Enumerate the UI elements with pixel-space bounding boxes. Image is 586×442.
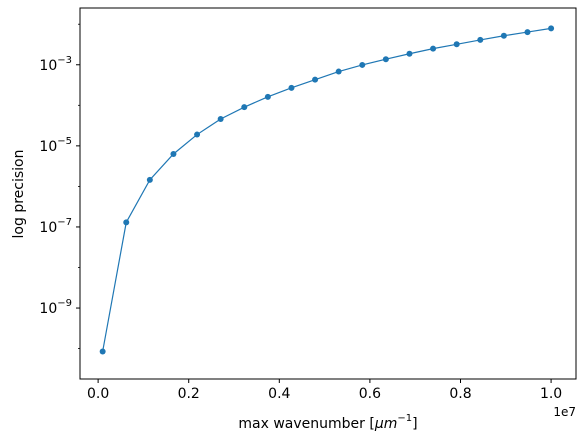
data-point — [146, 176, 153, 183]
x-tick-label: 0.2 — [178, 386, 200, 402]
y-tick-label: 10−5 — [39, 136, 72, 155]
x-tick-label: 0.8 — [449, 386, 471, 402]
data-point — [123, 219, 130, 226]
data-point — [477, 36, 484, 43]
data-point — [430, 45, 437, 52]
x-axis-ticks: 0.0 0.2 0.4 0.6 0.8 1.0 — [87, 379, 562, 402]
x-tick-label: 0.0 — [87, 386, 109, 402]
data-point — [524, 29, 531, 36]
plot-frame — [79, 7, 577, 380]
y-axis-ticks: 10−9 10−7 10−5 10−3 — [39, 23, 80, 349]
data-point — [359, 61, 366, 68]
data-point — [382, 56, 389, 63]
data-point — [312, 76, 319, 83]
data-point — [500, 32, 507, 39]
series-layer — [99, 25, 555, 355]
data-point — [217, 115, 224, 122]
x-tick-label: 1.0 — [540, 386, 562, 402]
x-axis-label: max wavenumber [μm−1] — [238, 413, 417, 432]
data-point — [453, 41, 460, 48]
x-tick-label: 0.6 — [359, 386, 381, 402]
series-line — [102, 27, 552, 352]
y-tick-label: 10−3 — [39, 55, 72, 74]
data-point — [264, 93, 271, 100]
data-point — [406, 50, 413, 57]
x-offset-label: 1e7 — [553, 405, 576, 419]
x-tick-label: 0.4 — [268, 386, 290, 402]
data-point — [288, 84, 295, 91]
data-point — [548, 25, 555, 32]
y-axis-label: log precision — [11, 150, 27, 239]
data-point — [335, 68, 342, 75]
data-point — [99, 348, 106, 355]
data-point — [170, 150, 177, 157]
data-point — [194, 131, 201, 138]
y-tick-label: 10−9 — [39, 298, 72, 317]
data-point — [241, 104, 248, 111]
y-tick-label: 10−7 — [39, 217, 72, 236]
